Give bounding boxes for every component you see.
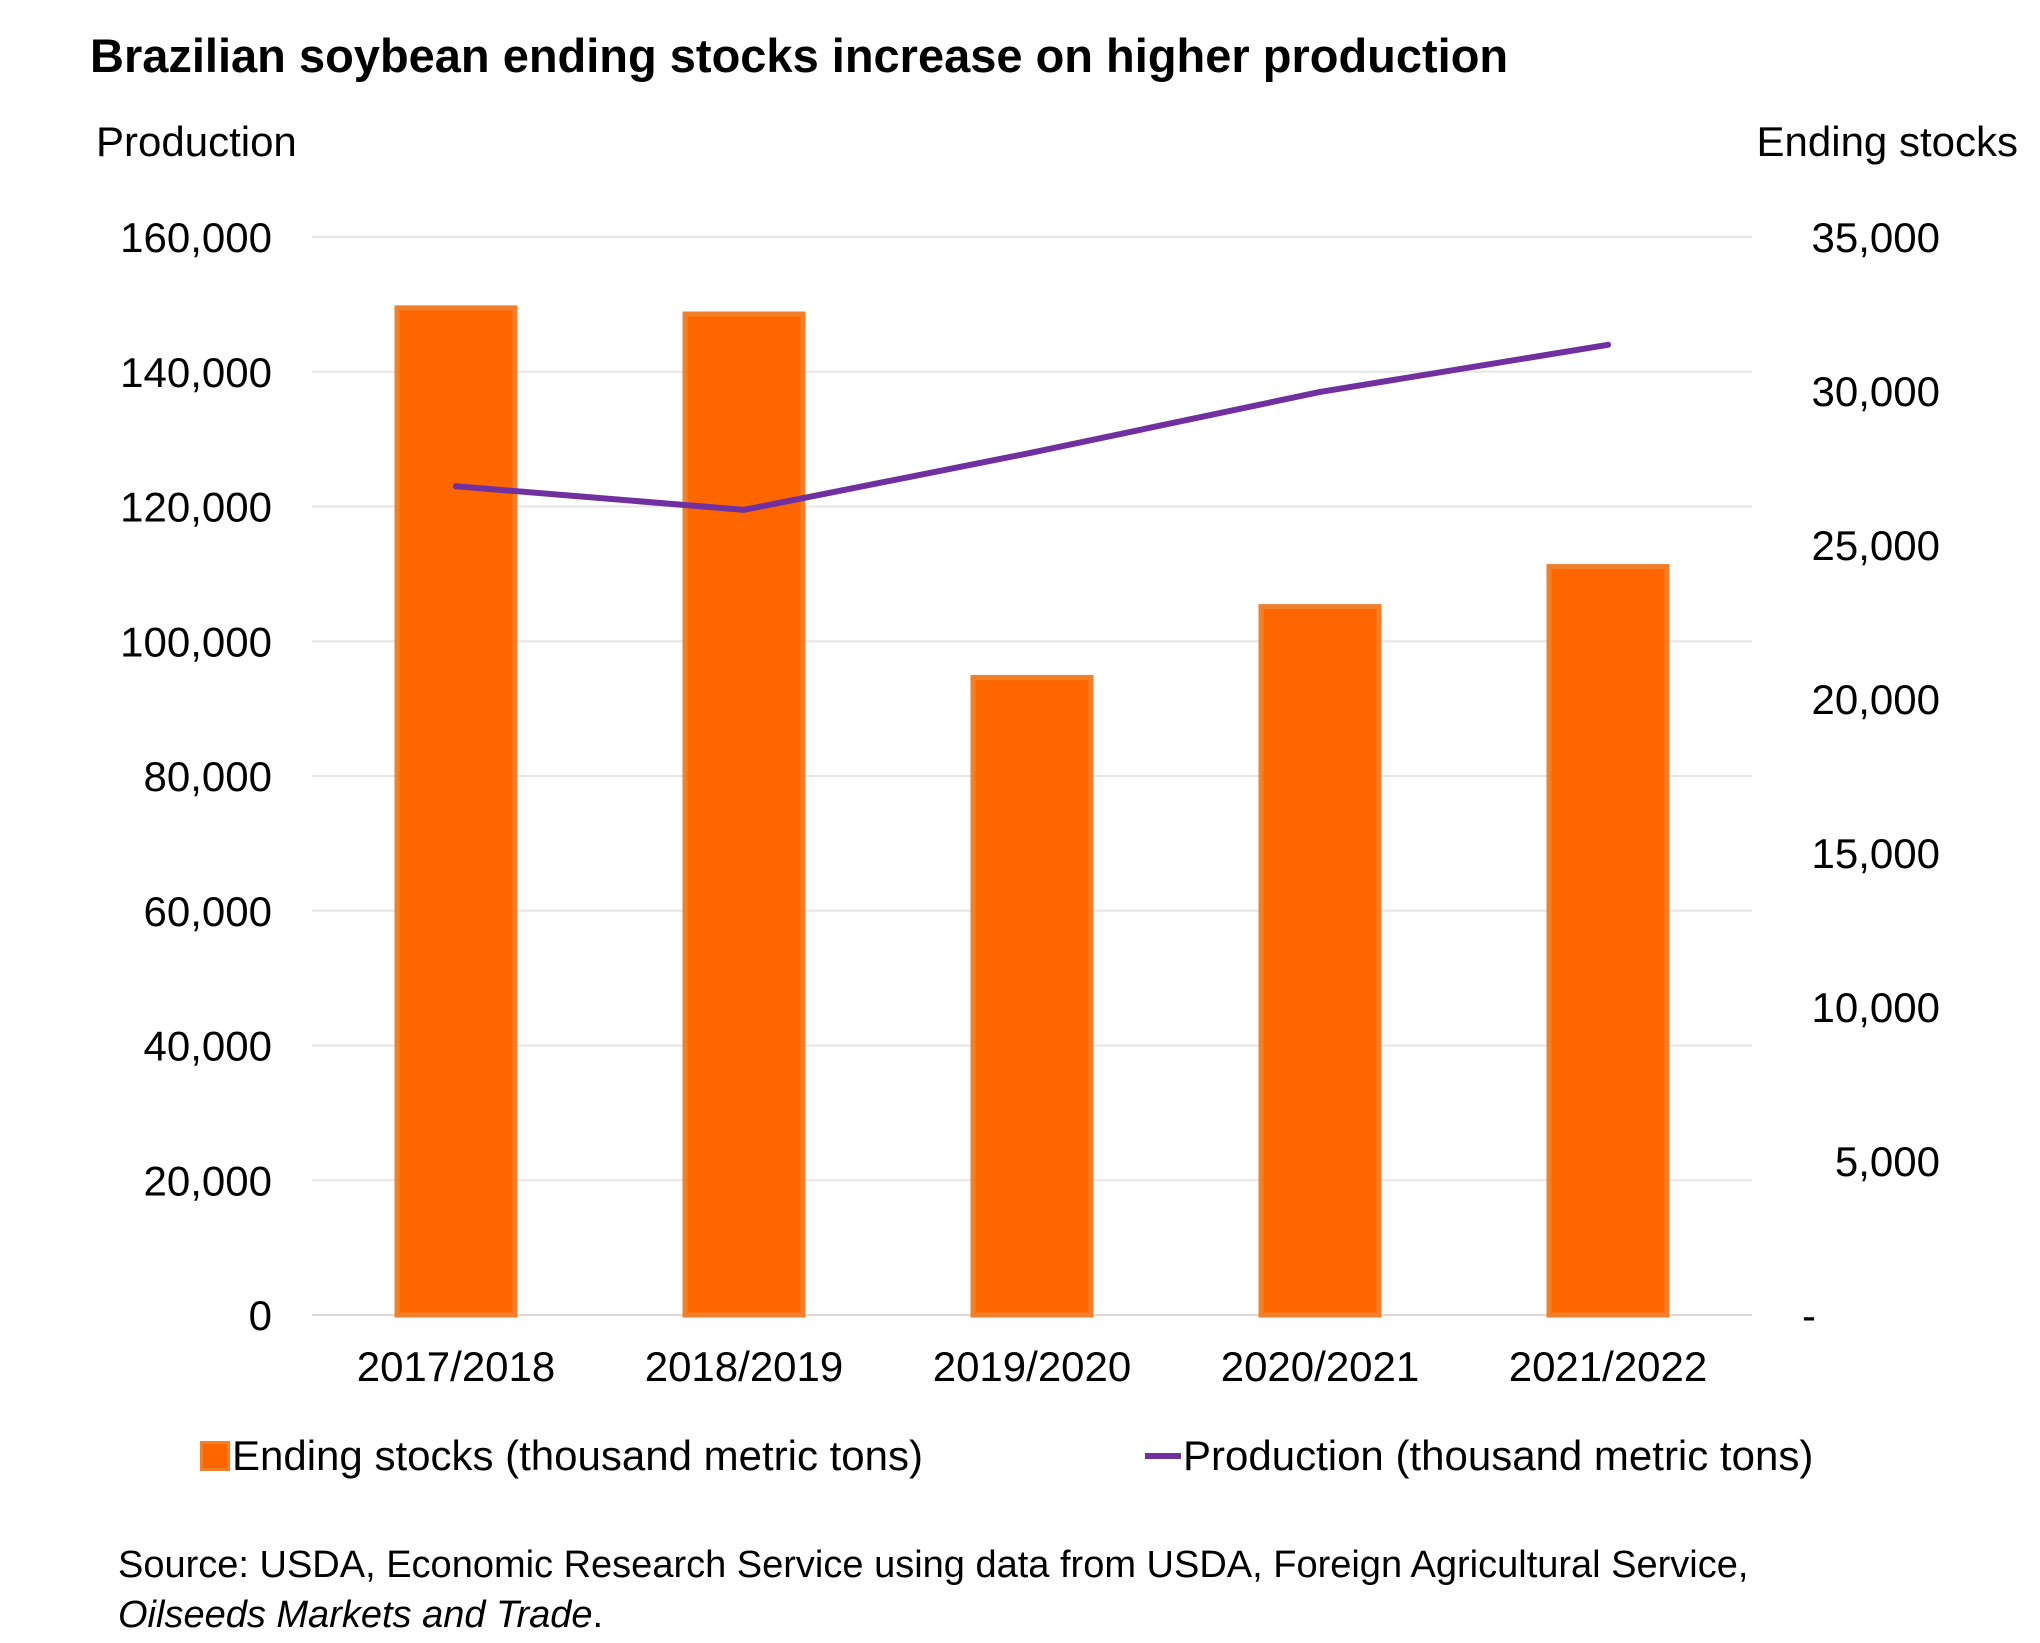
bar-ending-stocks [1546,564,1670,1318]
legend-item-ending-stocks: Ending stocks (thousand metric tons) [200,1432,923,1480]
chart-plot: 0 20,000 40,000 60,000 80,000 100,000 120,000 1… [120,214,1940,1390]
x-axis-tick-label: 2018/2019 [645,1343,844,1390]
right-axis-tick-label: 30,000 [1812,368,1940,415]
right-axis-tick-label: - [1802,1292,1816,1339]
source-note: Source: USDA, Economic Research Service … [118,1540,1748,1640]
legend-label-ending-stocks: Ending stocks (thousand metric tons) [232,1432,923,1479]
production-point [1029,449,1035,456]
production-line [453,341,1611,513]
right-axis-title: Ending stocks [1756,118,2018,165]
legend-item-production: Production (thousand metric tons) [1145,1432,1813,1480]
left-axis-tick-label: 20,000 [144,1157,272,1204]
left-axis-tick-label: 120,000 [120,484,272,531]
right-axis-tick-label: 5,000 [1835,1138,1940,1185]
left-axis-tick-label: 60,000 [144,888,272,935]
bar-ending-stocks [682,311,806,1318]
right-axis-tick-label: 10,000 [1812,984,1940,1031]
left-axis-title: Production [96,118,297,165]
left-axis-tick-label: 80,000 [144,753,272,800]
left-axis-tick-label: 140,000 [120,349,272,396]
right-axis-tick-label: 20,000 [1812,676,1940,723]
production-point [453,483,459,490]
x-axis-tick-label: 2017/2018 [357,1343,556,1390]
x-axis-tick-label: 2020/2021 [1221,1343,1420,1390]
bar-ending-stocks [1258,604,1382,1318]
left-axis-tick-label: 100,000 [120,618,272,665]
right-axis-tick-label: 35,000 [1812,214,1940,261]
left-axis-tick-label: 40,000 [144,1023,272,1070]
left-axis-tick-label: 0 [249,1292,272,1339]
production-point [741,506,747,513]
legend-bar-swatch [200,1441,230,1471]
left-axis-tick-label: 160,000 [120,214,272,261]
source-text: Source: USDA, Economic Research Service … [118,1544,1749,1586]
chart-title: Brazilian soybean ending stocks increase… [90,29,1509,82]
production-point [1605,341,1611,348]
production-point [1317,388,1323,395]
bar-ending-stocks [394,305,518,1318]
legend-line-swatch [1145,1453,1181,1459]
x-axis-tick-label: 2021/2022 [1509,1343,1708,1390]
bar-ending-stocks [970,674,1094,1318]
x-axis-tick-label: 2019/2020 [933,1343,1132,1390]
right-axis-tick-label: 15,000 [1812,830,1940,877]
source-period: . [592,1594,604,1636]
legend: Ending stocks (thousand metric tons) Pro… [0,1432,2040,1492]
source-publication: Oilseeds Markets and Trade [118,1594,593,1636]
right-axis-tick-label: 25,000 [1812,522,1940,569]
legend-label-production: Production (thousand metric tons) [1183,1432,1814,1479]
